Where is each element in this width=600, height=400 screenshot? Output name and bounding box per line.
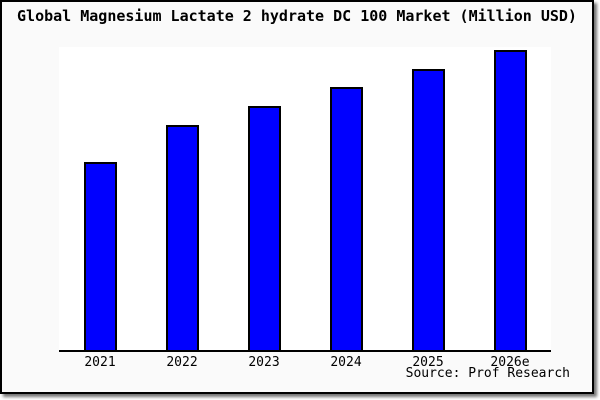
- bar-2023: [247, 106, 281, 350]
- x-tick-label-2023: 2023: [248, 355, 280, 370]
- chart-figure: Global Magnesium Lactate 2 hydrate DC 10…: [0, 0, 594, 394]
- bar-2024: [329, 87, 363, 350]
- x-tick-label-2026e: 2026e: [490, 355, 530, 370]
- x-axis-tick-labels: 2021 2022 2023 2024 2025 2026e: [59, 355, 551, 370]
- x-tick-label-2021: 2021: [84, 355, 116, 370]
- bar-2021: [83, 162, 117, 350]
- bar-2022: [165, 125, 199, 350]
- chart-title: Global Magnesium Lactate 2 hydrate DC 10…: [17, 7, 577, 25]
- x-tick-label-2025: 2025: [412, 355, 444, 370]
- source-credit: Source: Prof Research: [405, 366, 570, 381]
- bar-2025: [411, 69, 445, 350]
- x-tick-label-2022: 2022: [166, 355, 198, 370]
- bar-2026e: [493, 50, 527, 350]
- x-tick-label-2024: 2024: [330, 355, 362, 370]
- plot-area: [59, 47, 551, 352]
